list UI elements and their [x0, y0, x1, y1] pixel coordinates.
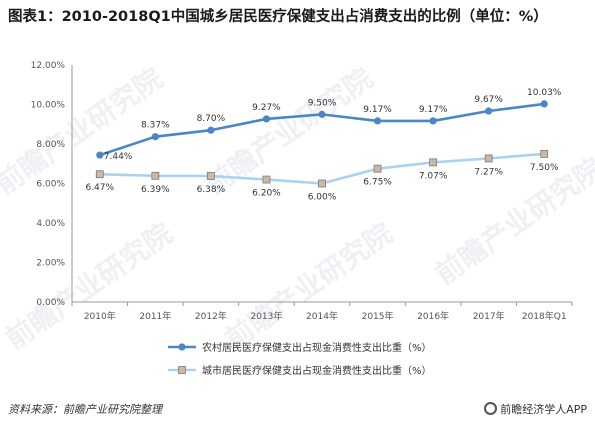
urban-data-label: 6.75% — [363, 178, 392, 188]
x-tick-label: 2016年 — [417, 310, 449, 322]
brand-label: 前瞻经济学人APP — [484, 401, 587, 417]
rural-data-label: 9.17% — [363, 105, 392, 115]
rural-data-label: 9.67% — [474, 95, 503, 105]
urban-data-label: 6.20% — [252, 189, 281, 199]
rural-data-point — [207, 126, 215, 134]
x-tick-label: 2012年 — [195, 310, 227, 322]
urban-data-label: 6.00% — [308, 193, 337, 203]
rural-data-point — [429, 117, 437, 125]
urban-data-label: 6.47% — [85, 183, 114, 193]
x-tick-label: 2015年 — [362, 310, 394, 322]
urban-data-point — [262, 175, 271, 184]
urban-data-label: 7.50% — [530, 163, 559, 173]
rural-data-label: 9.27% — [252, 103, 281, 113]
footer: 资料来源：前瞻产业研究院整理 前瞻经济学人APP — [8, 399, 587, 419]
legend-urban-marker — [178, 366, 186, 374]
urban-data-point — [95, 170, 104, 179]
y-tick-label: 6.00% — [36, 180, 65, 190]
urban-data-label: 6.39% — [141, 185, 170, 195]
urban-data-label: 7.27% — [474, 167, 503, 177]
x-tick-label: 2010年 — [84, 310, 116, 322]
y-tick-label: 2.00% — [36, 259, 65, 269]
legend-urban-label: 城市居民医疗保健支出占现金消费性支出比重（%） — [202, 364, 432, 377]
urban-data-point — [151, 171, 160, 180]
x-tick-label: 2014年 — [306, 310, 338, 322]
y-tick-label: 0.00% — [36, 298, 65, 308]
rural-data-point — [96, 151, 104, 159]
chart-title: 图表1：2010-2018Q1中国城乡居民医疗保健支出占消费支出的比例（单位：%… — [8, 9, 548, 25]
legend-rural-label: 农村居民医疗保健支出占现金消费性支出比重（%） — [202, 341, 432, 354]
urban-data-point — [373, 164, 382, 173]
urban-data-label: 6.38% — [197, 185, 226, 195]
rural-data-label: 8.70% — [197, 114, 226, 124]
rural-data-point — [485, 107, 493, 115]
brand-logo-icon — [484, 402, 498, 415]
rural-data-point — [318, 110, 326, 118]
urban-data-point — [429, 158, 438, 167]
x-tick-label: 2017年 — [473, 310, 505, 322]
x-tick-label: 2013年 — [250, 310, 282, 322]
urban-data-point — [318, 179, 326, 188]
urban-data-point — [540, 149, 549, 158]
x-tick-label: 2018年Q1 — [522, 310, 567, 322]
urban-data-point — [206, 172, 215, 180]
rural-data-label: 9.50% — [308, 98, 337, 108]
brand-text: 前瞻经济学人APP — [500, 403, 587, 416]
rural-data-point — [262, 115, 271, 123]
legend-rural-marker — [178, 343, 186, 351]
y-tick-label: 4.00% — [36, 219, 65, 229]
line-chart: 0.00% 2.00% 4.00% 6.00% 8.00% 10.00% 12.00% 201… — [31, 61, 573, 377]
rural-data-point — [540, 100, 548, 108]
rural-data-label: 9.17% — [419, 105, 448, 115]
rural-data-label: 8.37% — [141, 121, 170, 131]
urban-data-point — [484, 154, 493, 163]
x-tick-label: 2011年 — [139, 310, 171, 322]
source-note: 资料来源：前瞻产业研究院整理 — [8, 403, 162, 416]
rural-data-label: 7.44% — [104, 152, 133, 162]
y-tick-label: 12.00% — [31, 61, 66, 71]
rural-data-point — [151, 133, 159, 141]
rural-data-point — [373, 117, 382, 125]
rural-data-label: 10.03% — [527, 88, 562, 98]
y-tick-label: 8.00% — [36, 140, 65, 150]
y-tick-label: 10.00% — [31, 101, 66, 111]
urban-data-label: 7.07% — [419, 171, 448, 181]
